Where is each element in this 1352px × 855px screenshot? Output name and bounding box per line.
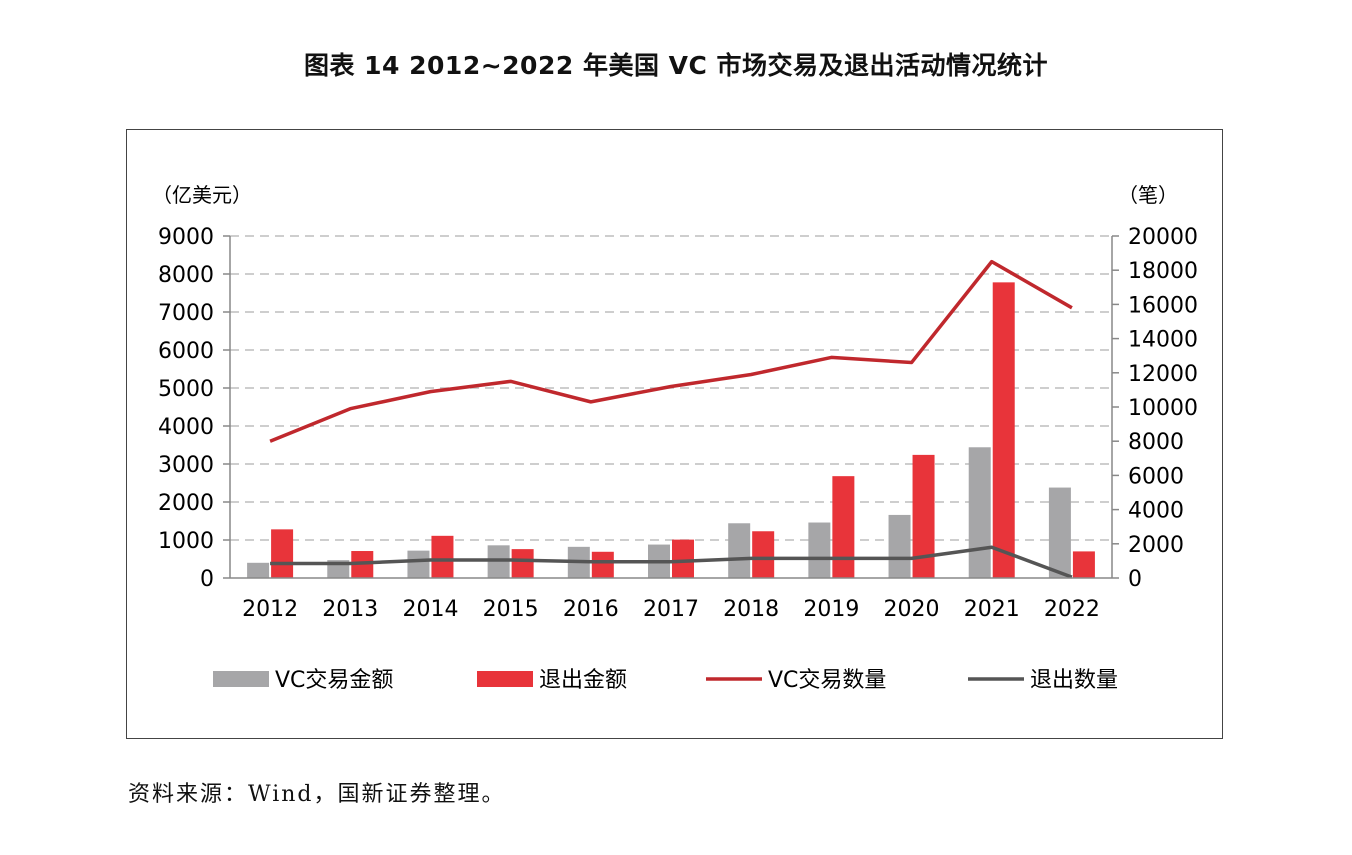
left-tick-label: 8000	[158, 263, 214, 288]
x-tick-label: 2018	[723, 597, 779, 622]
bar-exit-amount	[992, 282, 1015, 578]
x-tick-labels: 2012 2013 2014 2015 2016 2017 2018 2019 2020 2021…	[242, 597, 1100, 622]
left-axis-unit: （亿美元）	[152, 183, 252, 207]
bar-exit-amount	[431, 535, 454, 578]
legend-label: 退出数量	[1030, 668, 1118, 693]
line-vc-count	[269, 259, 1073, 443]
legend-swatch	[213, 671, 269, 687]
bar-exit-amount	[1072, 551, 1095, 578]
grid-lines	[230, 235, 1112, 541]
bar-series	[247, 282, 1095, 578]
bar-vc-amount	[888, 514, 911, 578]
left-tick-label: 4000	[158, 415, 214, 440]
right-tick-label: 8000	[1128, 430, 1184, 455]
bar-exit-amount	[912, 454, 935, 578]
right-tick-label: 0	[1128, 567, 1142, 592]
bar-exit-amount	[832, 476, 855, 578]
right-axis-unit: （笔）	[1118, 183, 1178, 207]
bar-vc-amount	[1048, 487, 1071, 578]
left-tick-label: 1000	[158, 529, 214, 554]
legend: VC交易金额 退出金额 VC交易数量 退出数量	[213, 668, 1118, 693]
right-tick-label: 4000	[1128, 499, 1184, 524]
bar-exit-amount	[591, 551, 614, 578]
x-tick-label: 2013	[322, 597, 378, 622]
bar-vc-amount	[407, 550, 430, 578]
chart-frame	[126, 129, 1223, 739]
right-tick-labels: 0 2000 4000 6000 8000 10000 12000 14000 16000 180…	[1128, 225, 1198, 592]
left-tick-labels: 0 1000 2000 3000 4000 5000 6000 7000 8000 9000	[158, 225, 214, 592]
legend-label: 退出金额	[539, 668, 627, 693]
x-tick-label: 2015	[483, 597, 539, 622]
axes	[223, 235, 1119, 579]
right-tick-label: 18000	[1128, 259, 1198, 284]
bar-exit-amount	[672, 539, 694, 578]
right-tick-label: 16000	[1128, 293, 1198, 318]
left-tick-label: 0	[200, 567, 214, 592]
bar-exit-amount	[271, 529, 294, 578]
bar-vc-amount	[968, 447, 991, 578]
x-tick-label: 2017	[643, 597, 699, 622]
line-series	[269, 259, 1073, 579]
bar-exit-amount	[511, 549, 534, 578]
bar-vc-amount	[728, 523, 751, 578]
source-note: 资料来源：Wind，国新证券整理。	[128, 782, 506, 807]
bar-vc-amount	[247, 562, 270, 578]
right-tick-label: 20000	[1128, 225, 1198, 250]
right-tick-label: 12000	[1128, 362, 1198, 387]
x-tick-label: 2021	[964, 597, 1020, 622]
right-tick-label: 10000	[1128, 396, 1198, 421]
right-tick-label: 14000	[1128, 328, 1198, 353]
left-tick-label: 3000	[158, 453, 214, 478]
right-tick-label: 2000	[1128, 533, 1184, 558]
right-tick-label: 6000	[1128, 464, 1184, 489]
x-tick-label: 2019	[803, 597, 859, 622]
x-tick-label: 2020	[884, 597, 940, 622]
legend-label: VC交易数量	[768, 668, 886, 693]
chart-title: 图表 14 2012~2022 年美国 VC 市场交易及退出活动情况统计	[303, 51, 1049, 80]
legend-swatch	[477, 671, 533, 687]
left-tick-label: 7000	[158, 301, 214, 326]
left-tick-label: 9000	[158, 225, 214, 250]
left-tick-label: 6000	[158, 339, 214, 364]
x-tick-label: 2014	[402, 597, 458, 622]
x-tick-label: 2016	[563, 597, 619, 622]
x-tick-label: 2012	[242, 597, 298, 622]
line-exit-count	[270, 545, 1073, 579]
bar-exit-amount	[752, 531, 775, 578]
legend-label: VC交易金额	[275, 668, 393, 693]
bar-vc-amount	[808, 522, 831, 578]
left-tick-label: 5000	[158, 377, 214, 402]
left-tick-label: 2000	[158, 491, 214, 516]
x-tick-label: 2022	[1044, 597, 1100, 622]
